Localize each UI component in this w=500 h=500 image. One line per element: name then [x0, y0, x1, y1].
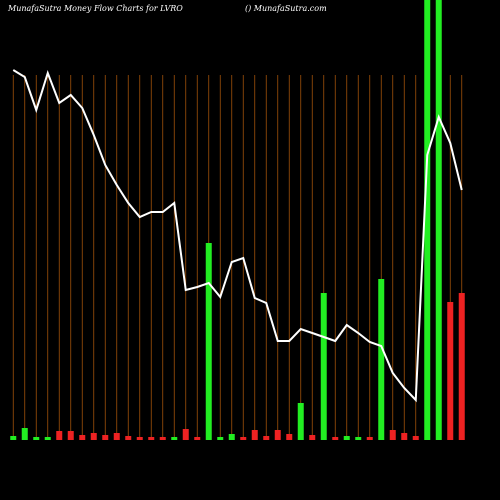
- plot-area: [10, 0, 465, 440]
- bar: [366, 437, 373, 440]
- bar: [182, 429, 189, 440]
- bar: [355, 437, 362, 440]
- bar: [90, 433, 97, 440]
- bar: [228, 434, 235, 440]
- bar: [424, 0, 431, 440]
- bar: [332, 437, 339, 440]
- bar: [113, 433, 120, 440]
- bar: [320, 293, 327, 440]
- bar: [21, 428, 28, 440]
- bar: [309, 435, 316, 440]
- bar: [435, 0, 442, 440]
- bar: [79, 435, 86, 440]
- bar: [251, 430, 258, 440]
- chart-subtitle: () MunafaSutra.com: [245, 4, 327, 13]
- bar: [263, 436, 270, 440]
- bar: [33, 437, 40, 440]
- bar: [194, 437, 201, 440]
- bar: [343, 436, 350, 440]
- bar: [286, 434, 293, 440]
- bar: [274, 430, 281, 440]
- chart-title: MunafaSutra Money Flow Charts for LVRO: [7, 4, 183, 13]
- bar: [447, 302, 454, 440]
- bar: [44, 437, 51, 440]
- bar: [205, 243, 212, 440]
- money-flow-line: [12, 69, 463, 403]
- bar: [240, 437, 247, 440]
- bar: [10, 436, 17, 440]
- bar: [389, 430, 396, 440]
- bar: [136, 437, 143, 440]
- bar: [171, 437, 178, 440]
- bar: [67, 431, 74, 440]
- bar: [378, 279, 385, 440]
- bar: [102, 435, 109, 440]
- bar: [217, 437, 224, 440]
- bar: [412, 436, 419, 440]
- bar: [148, 437, 155, 440]
- bar: [297, 403, 304, 440]
- bar: [125, 436, 132, 440]
- bar: [458, 293, 465, 440]
- bar: [159, 437, 166, 440]
- bar: [401, 433, 408, 440]
- bar: [56, 431, 63, 440]
